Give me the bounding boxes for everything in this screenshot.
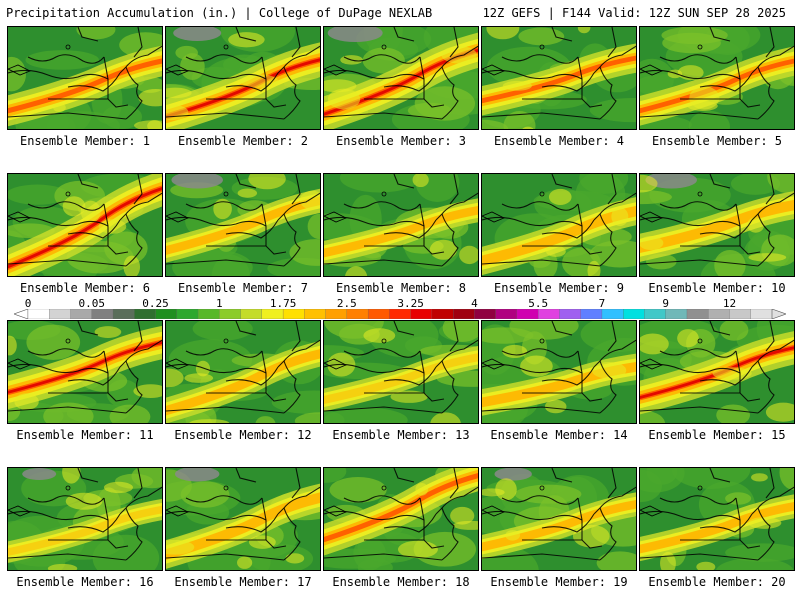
- colorbar-swatch: [325, 309, 348, 319]
- ensemble-map-panel: [7, 173, 163, 277]
- ensemble-member-label: Ensemble Member: 20: [648, 575, 786, 589]
- colorbar-swatch: [70, 309, 93, 319]
- ensemble-map-panel: [639, 173, 795, 277]
- ensemble-map-panel: [7, 320, 163, 424]
- ensemble-member-label: Ensemble Member: 3: [335, 134, 467, 148]
- colorbar-swatch: [665, 309, 688, 319]
- colorbar-tick-label: 12: [722, 297, 737, 310]
- ensemble-member-label: Ensemble Member: 16: [16, 575, 154, 589]
- colorbar-swatch: [176, 309, 199, 319]
- colorbar-tick-label: 0: [24, 297, 32, 310]
- precipitation-colorbar: [14, 309, 786, 319]
- colorbar-swatch: [91, 309, 114, 319]
- ensemble-map-panel: [481, 320, 637, 424]
- colorbar-max-arrow: [771, 309, 786, 319]
- ensemble-member-label: Ensemble Member: 10: [648, 281, 786, 295]
- colorbar-swatch: [304, 309, 327, 319]
- ensemble-map-panel: [7, 26, 163, 130]
- ensemble-map-panel: [323, 467, 479, 571]
- colorbar-swatch: [431, 309, 454, 319]
- ensemble-member-label: Ensemble Member: 19: [490, 575, 628, 589]
- colorbar-tick-label: 5.5: [528, 297, 549, 310]
- ensemble-map-panel: [165, 320, 321, 424]
- ensemble-member-label: Ensemble Member: 17: [174, 575, 312, 589]
- ensemble-map-panel: [481, 26, 637, 130]
- colorbar-swatch: [134, 309, 156, 319]
- map-title: Precipitation Accumulation (in.) | Colle…: [6, 6, 433, 20]
- colorbar-swatch: [410, 309, 433, 319]
- colorbar-swatch: [367, 309, 390, 319]
- colorbar-swatch: [686, 309, 709, 319]
- ensemble-map-panel: [639, 320, 795, 424]
- ensemble-member-label: Ensemble Member: 15: [648, 428, 786, 442]
- ensemble-map-panel: [165, 26, 321, 130]
- colorbar-min-arrow: [14, 309, 29, 319]
- colorbar-tick-label: 3.25: [397, 297, 424, 310]
- colorbar-swatch: [538, 309, 560, 319]
- colorbar-swatch: [729, 309, 752, 319]
- ensemble-map-panel: [481, 467, 637, 571]
- ensemble-member-label: Ensemble Member: 13: [332, 428, 470, 442]
- colorbar-swatch: [708, 309, 730, 319]
- colorbar-swatch: [580, 309, 603, 319]
- ensemble-member-label: Ensemble Member: 5: [651, 134, 783, 148]
- colorbar-swatch: [155, 309, 178, 319]
- colorbar-swatch: [49, 309, 71, 319]
- ensemble-member-label: Ensemble Member: 2: [177, 134, 309, 148]
- ensemble-member-label: Ensemble Member: 8: [335, 281, 467, 295]
- colorbar-tick-label: 4: [471, 297, 478, 310]
- colorbar-swatch: [516, 309, 539, 319]
- ensemble-member-label: Ensemble Member: 11: [16, 428, 154, 442]
- colorbar-swatch: [261, 309, 284, 319]
- ensemble-member-label: Ensemble Member: 6: [19, 281, 151, 295]
- ensemble-map-panel: [323, 173, 479, 277]
- ensemble-member-label: Ensemble Member: 12: [174, 428, 312, 442]
- ensemble-member-label: Ensemble Member: 14: [490, 428, 628, 442]
- ensemble-member-label: Ensemble Member: 4: [493, 134, 625, 148]
- colorbar-swatch: [601, 309, 624, 319]
- colorbar-swatch: [389, 309, 412, 319]
- colorbar-swatch: [27, 309, 50, 319]
- ensemble-map-panel: [639, 26, 795, 130]
- colorbar-swatch: [240, 309, 263, 319]
- ensemble-member-label: Ensemble Member: 7: [177, 281, 309, 295]
- colorbar-swatch: [452, 309, 475, 319]
- colorbar-tick-label: 2.5: [336, 297, 357, 310]
- ensemble-map-panel: [165, 173, 321, 277]
- colorbar-tick-label: 1: [216, 297, 223, 310]
- colorbar-swatch: [112, 309, 135, 319]
- ensemble-map-panel: [323, 26, 479, 130]
- colorbar-tick-label: 9: [662, 297, 670, 310]
- colorbar-swatch: [197, 309, 220, 319]
- colorbar-swatch: [559, 309, 582, 319]
- colorbar-swatch: [346, 309, 369, 319]
- valid-time: 12Z GEFS | F144 Valid: 12Z SUN SEP 28 20…: [482, 6, 786, 20]
- colorbar-swatch: [623, 309, 645, 319]
- colorbar-tick-label: 7: [598, 297, 606, 310]
- colorbar-swatch: [644, 309, 667, 319]
- ensemble-member-label: Ensemble Member: 9: [493, 281, 625, 295]
- ensemble-member-label: Ensemble Member: 1: [19, 134, 151, 148]
- colorbar-tick-label: 0.05: [78, 297, 106, 310]
- colorbar-swatch: [750, 309, 773, 319]
- colorbar-swatch: [282, 309, 305, 319]
- ensemble-map-panel: [165, 467, 321, 571]
- colorbar-tick-label: 0.25: [142, 297, 169, 310]
- ensemble-member-label: Ensemble Member: 18: [332, 575, 470, 589]
- colorbar-tick-label: 1.75: [269, 297, 297, 310]
- ensemble-map-panel: [323, 320, 479, 424]
- ensemble-map-panel: [7, 467, 163, 571]
- colorbar-swatch: [474, 309, 497, 319]
- ensemble-map-panel: [639, 467, 795, 571]
- ensemble-map-panel: [481, 173, 637, 277]
- colorbar-swatch: [495, 309, 518, 319]
- colorbar-swatch: [219, 309, 242, 319]
